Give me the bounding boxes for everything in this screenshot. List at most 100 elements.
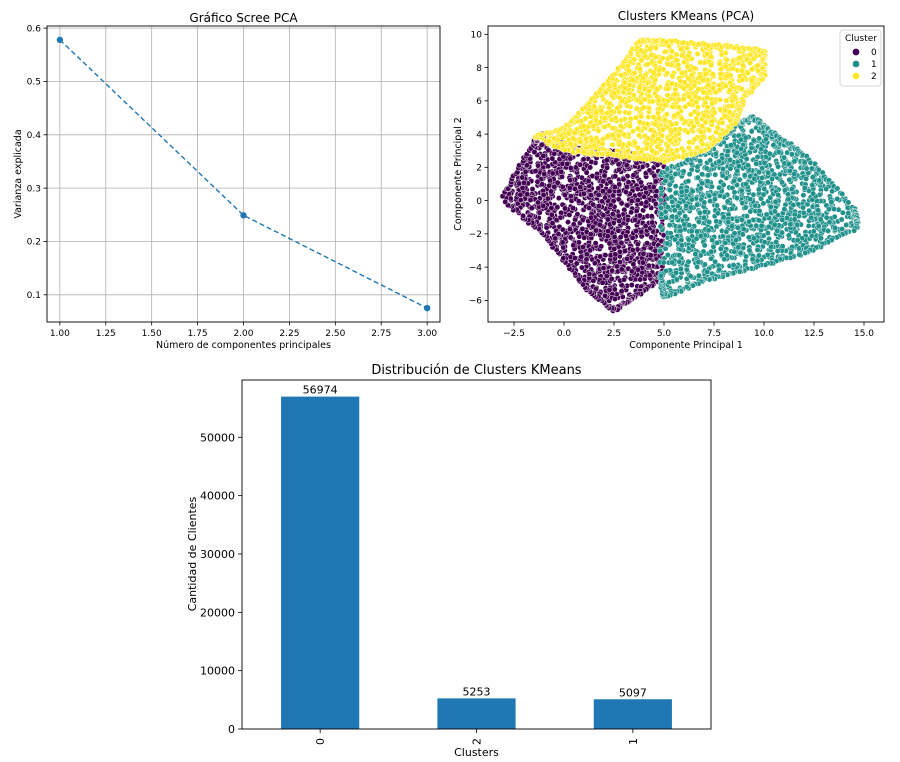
scatter-point: [629, 247, 636, 253]
scatter-point: [628, 268, 635, 275]
scatter-point: [715, 158, 722, 165]
scatter-point: [706, 219, 713, 226]
scatter-point: [694, 201, 701, 208]
scatter-point: [605, 228, 611, 235]
scatter-point: [764, 251, 771, 258]
scatter-point: [753, 222, 760, 229]
scatter-point: [633, 227, 640, 234]
scatter-point: [713, 218, 720, 225]
scatter-point: [704, 178, 711, 185]
scatter-point: [638, 57, 645, 64]
scatter-point: [567, 234, 574, 241]
scatter-point: [635, 266, 641, 273]
scatter-point: [677, 265, 684, 272]
scatter-point: [663, 111, 670, 118]
scatter-point: [678, 115, 685, 122]
scree-point: [240, 212, 247, 219]
scatter-point: [795, 201, 802, 208]
scatter-point: [634, 197, 641, 204]
scatter-point: [618, 239, 625, 246]
scatter-point: [593, 109, 600, 116]
scatter-point: [815, 207, 822, 214]
scatter-point: [726, 87, 733, 93]
scatter-point: [680, 85, 687, 92]
scatter-point: [723, 97, 730, 104]
scatter-point: [723, 56, 730, 63]
scatter-point: [701, 112, 708, 119]
scatter-point: [672, 236, 678, 243]
scatter-point: [755, 186, 762, 193]
scatter-point: [701, 208, 708, 215]
scatter-point: [634, 186, 641, 192]
scatter-point: [754, 154, 761, 160]
scatter-point: [688, 228, 695, 235]
scatter-point: [624, 202, 631, 209]
scatter-point: [716, 184, 723, 191]
scatter-point: [638, 179, 644, 186]
scatter-point: [738, 67, 745, 74]
scatter-point: [636, 191, 643, 198]
scatter-point: [580, 156, 587, 163]
scatter-point: [633, 207, 640, 214]
scatter-point: [712, 171, 719, 178]
bar-xtick-label: 0: [314, 738, 327, 745]
scatter-point: [832, 224, 839, 231]
scatter-point: [538, 141, 545, 148]
scatter-point: [817, 216, 824, 223]
scatter-point: [602, 292, 609, 299]
scatter-point: [779, 179, 786, 186]
scatter-point: [657, 247, 664, 254]
scatter-point: [649, 147, 656, 154]
scatter-point: [595, 191, 602, 198]
scatter-point: [746, 247, 753, 254]
scatter-point: [704, 268, 711, 275]
scatter-point: [735, 244, 742, 251]
scatter-point: [610, 219, 617, 226]
scatter-point: [800, 204, 807, 211]
scatter-point: [717, 96, 723, 103]
scatter-point: [564, 161, 571, 167]
scatter-point: [723, 228, 730, 235]
scatter-point: [600, 265, 607, 272]
scatter-point: [716, 87, 723, 93]
scatter-point: [545, 138, 552, 145]
scatter-point: [708, 183, 715, 190]
scatter-point: [742, 134, 749, 141]
scatter-point: [731, 248, 738, 255]
scatter-point: [700, 214, 707, 221]
scatter-point: [709, 237, 716, 244]
scatter-point: [632, 114, 639, 121]
scatter-point: [727, 165, 734, 172]
scatter-point: [693, 115, 700, 122]
scatter-point: [652, 45, 659, 51]
scatter-point: [638, 113, 645, 120]
scatter-point: [570, 205, 577, 212]
scatter-point: [651, 172, 658, 179]
scatter-point: [705, 81, 712, 88]
scatter-point: [775, 163, 782, 170]
scatter-point: [771, 208, 778, 215]
scatter-point: [680, 168, 687, 175]
scatter-point: [708, 62, 715, 69]
scatter-point: [544, 195, 551, 202]
scatter-point: [812, 160, 818, 167]
scatter-point: [637, 65, 643, 72]
scatter-point: [704, 104, 711, 111]
scatter-point: [631, 70, 638, 77]
scatter-point: [716, 60, 723, 67]
scatter-point: [704, 94, 711, 101]
scatter-point: [620, 131, 627, 138]
scatter-point: [600, 212, 607, 219]
scree-ytick-label: 0.2: [27, 238, 41, 248]
scatter-point: [777, 171, 784, 178]
bar-y-label: Cantidad de Clientes: [186, 496, 199, 611]
scatter-point: [600, 178, 607, 185]
scatter-point: [599, 188, 606, 195]
scatter-point: [694, 103, 701, 110]
scatter-ytick-label: 0: [476, 197, 482, 207]
scatter-point: [628, 198, 635, 204]
scatter-xtick-label: 5.0: [657, 329, 672, 339]
scatter-point: [570, 221, 577, 228]
scatter-point: [617, 234, 624, 241]
